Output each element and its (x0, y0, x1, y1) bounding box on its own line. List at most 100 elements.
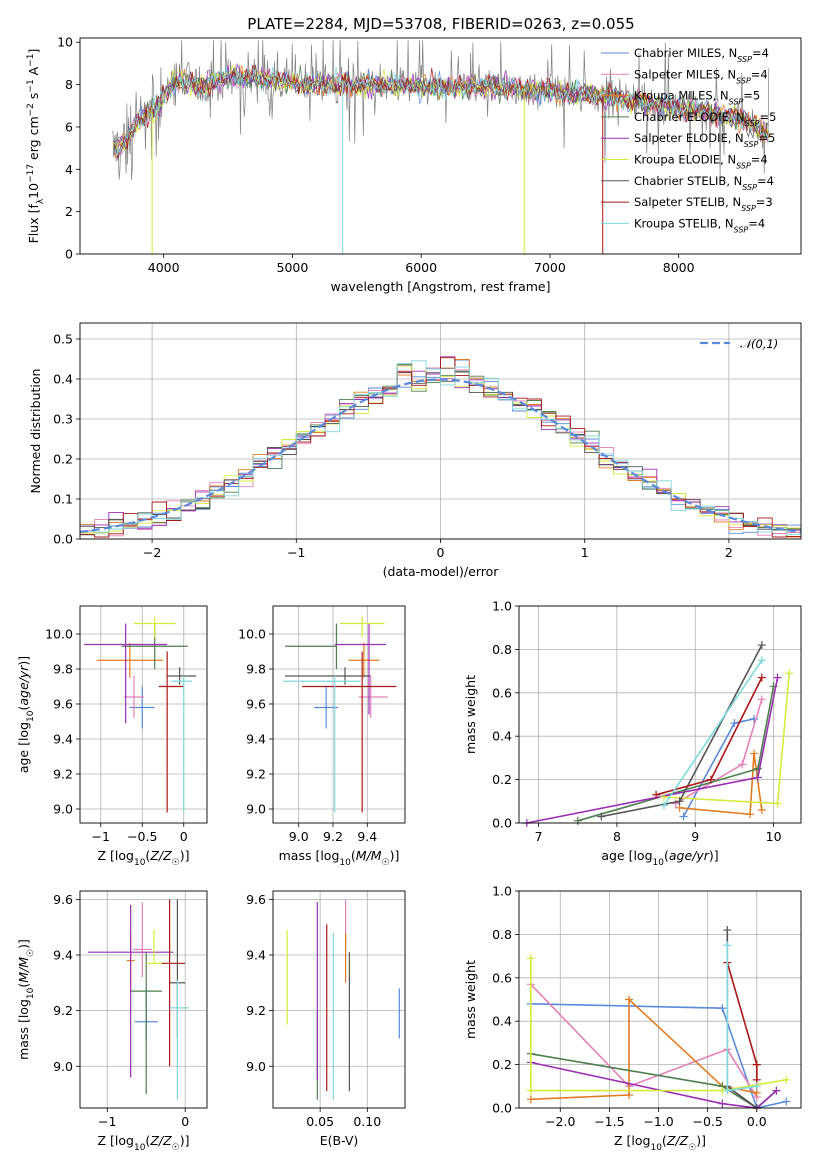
y-tick-label: 9.0 (246, 1059, 266, 1074)
y-tick-label: 9.4 (246, 947, 266, 962)
x-tick-label: 0.0 (747, 1114, 767, 1129)
y-tick-label: 9.4 (53, 947, 73, 962)
x-tick-label: 0.05 (306, 1114, 334, 1129)
x-tick-label: 0 (180, 829, 188, 844)
weight-marker-chabrier-miles (730, 719, 739, 728)
weight-marker-salpeter-miles (757, 695, 766, 704)
weight-line-kroupa-miles (679, 753, 763, 816)
weight-marker-kroupa-miles (746, 810, 755, 819)
y-tick-label: 9.0 (53, 802, 73, 817)
y-tick-label: 1.0 (492, 884, 512, 899)
legend-entry-chabrier-stelib: Chabrier STELIB, NSSP=4 (634, 174, 774, 192)
y-tick-label: 2 (65, 204, 73, 219)
weight-marker-salpeter-stelib (652, 790, 661, 799)
weight-marker-kroupa-elodie (785, 669, 794, 678)
weight-marker-salpeter-elodie (718, 1099, 727, 1108)
y-tick-label: 4 (65, 162, 73, 177)
weight-marker-kroupa-stelib (723, 941, 732, 950)
x-tick-label: 7000 (534, 260, 566, 275)
x-tick-label: 8000 (663, 260, 695, 275)
weight-marker-chabrier-stelib (723, 926, 732, 935)
y-tick-label: 10 (57, 35, 73, 50)
y-tick-label: 0.0 (53, 532, 73, 547)
y-axis-label: age [log10(age/yr)] (16, 656, 36, 773)
normal-curve (79, 378, 802, 534)
weight-marker-chabrier-miles (679, 812, 688, 821)
y-tick-label: 0.4 (492, 729, 512, 744)
x-axis-label: Z [log10(Z/Z☉)] (614, 1133, 706, 1153)
y-tick-label: 10.0 (238, 627, 266, 642)
y-axis-label: Normed distribution (28, 369, 43, 494)
x-tick-label: 9.0 (289, 829, 309, 844)
weight-marker-kroupa-stelib (752, 1082, 761, 1091)
weight-marker-salpeter-elodie (773, 673, 782, 682)
y-tick-label: 9.6 (246, 697, 266, 712)
weight-line-chabrier-stelib (726, 930, 758, 1109)
x-tick-label: −1.0 (643, 1114, 673, 1129)
y-tick-label: 9.8 (53, 662, 73, 677)
x-axis-label: Z [log10(Z/Z☉)] (98, 1133, 190, 1153)
weight-line-kroupa-elodie (530, 958, 787, 1092)
y-tick-label: 0.4 (492, 1014, 512, 1029)
y-axis-label: mass [log10(M/M☉)] (16, 939, 36, 1060)
weight-marker-salpeter-miles (671, 799, 680, 808)
x-tick-label: 0 (181, 1114, 189, 1129)
x-tick-label: −0.5 (692, 1114, 722, 1129)
y-tick-label: 0.2 (492, 1057, 512, 1072)
x-tick-label: 1 (581, 545, 589, 560)
panel-mass_vs_ebv: 0.05 0.10 9.0 9.2 9.4 9.6 E(B-V) (246, 890, 406, 1148)
axes-frame (272, 890, 406, 1109)
y-tick-label: 9.0 (53, 1059, 73, 1074)
legend-entry-salpeter-elodie: Salpeter ELODIE, NSSP=5 (634, 131, 775, 149)
x-tick-label: 0 (437, 545, 445, 560)
y-tick-label: 9.6 (53, 697, 73, 712)
y-tick-label: 0.2 (492, 772, 512, 787)
weight-line-kroupa-stelib (726, 945, 757, 1092)
x-tick-label: 4000 (148, 260, 180, 275)
legend-entry-chabrier-elodie: Chabrier ELODIE, NSSP=5 (634, 110, 776, 128)
x-axis-label: wavelength [Angstrom, rest frame] (330, 279, 550, 294)
y-axis-label: mass weight (463, 675, 478, 754)
y-tick-label: 0.5 (53, 332, 73, 347)
weight-marker-salpeter-miles (738, 760, 747, 769)
legend-entry-normal: 𝒩(0,1) (740, 337, 778, 351)
weight-marker-salpeter-stelib (752, 1060, 761, 1069)
y-tick-label: 0.1 (53, 492, 73, 507)
y-tick-label: 9.2 (246, 767, 266, 782)
weight-marker-kroupa-miles (625, 1090, 634, 1099)
panel-mass_vs_Z: −1 0 9.0 9.2 9.4 9.6 Z [log10(Z/Z☉)] mass [log1… (16, 890, 208, 1153)
axes-frame (79, 605, 208, 824)
y-tick-label: 0.3 (53, 412, 73, 427)
weight-marker-salpeter-elodie (753, 773, 762, 782)
weight-marker-chabrier-stelib (597, 812, 606, 821)
x-tick-label: −0.5 (127, 829, 157, 844)
x-tick-label: −1.5 (594, 1114, 624, 1129)
x-tick-label: 9.4 (357, 829, 377, 844)
legend-entry-kroupa-stelib: Kroupa STELIB, NSSP=4 (634, 216, 765, 234)
panel-spectrum: 4000 5000 6000 7000 8000 0 2 4 6 8 10 Chabrier MILE… (26, 35, 802, 294)
x-tick-label: 7 (535, 829, 543, 844)
y-tick-label: 9.6 (246, 892, 266, 907)
axes-frame (518, 890, 802, 1109)
weight-marker-salpeter-stelib (757, 673, 766, 682)
weight-line-salpeter-miles (530, 983, 758, 1098)
x-tick-label: 10 (766, 829, 782, 844)
x-tick-label: 8 (613, 829, 621, 844)
y-tick-label: 0 (65, 247, 73, 262)
weight-marker-chabrier-stelib (757, 641, 766, 650)
weight-marker-chabrier-miles (718, 1004, 727, 1013)
weight-marker-kroupa-elodie (526, 1086, 535, 1095)
legend-entry-chabrier-miles: Chabrier MILES, NSSP=4 (634, 46, 769, 64)
y-tick-label: 9.6 (53, 892, 73, 907)
weight-line-chabrier-miles (530, 1003, 787, 1109)
legend-entry-salpeter-miles: Salpeter MILES, NSSP=4 (634, 67, 768, 85)
y-tick-label: 0.0 (492, 1101, 512, 1116)
weight-marker-kroupa-miles (526, 1095, 535, 1104)
weight-marker-kroupa-elodie (773, 799, 782, 808)
legend-entry-kroupa-miles: Kroupa MILES, NSSP=5 (634, 89, 760, 107)
y-tick-label: 9.2 (53, 767, 73, 782)
y-tick-label: 0.6 (492, 970, 512, 985)
y-tick-label: 9.4 (53, 732, 73, 747)
weight-marker-kroupa-elodie (526, 954, 535, 963)
